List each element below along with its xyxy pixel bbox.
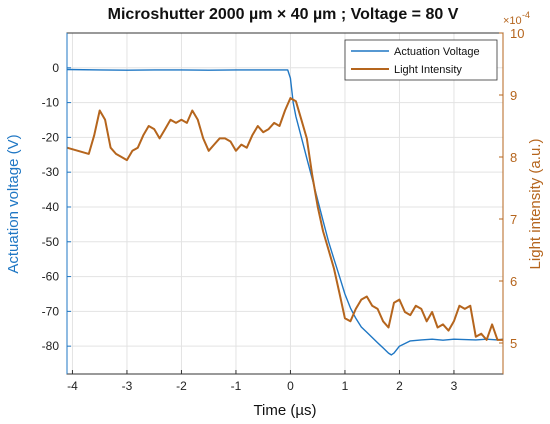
grid [67,33,503,374]
y-left-tick-label: -50 [42,235,60,249]
y-right-tick-label: 10 [510,26,524,41]
y-axis-left-label: Actuation voltage (V) [5,134,22,273]
y-right-tick-label: 7 [510,212,517,227]
y-right-tick-label: 6 [510,274,517,289]
right-axis-exponent-power: -4 [522,10,530,20]
y-left-tick-label: -60 [42,270,60,284]
x-tick-label: -3 [122,379,133,393]
legend-box [344,39,498,81]
y-left-tick-label: -30 [42,165,60,179]
x-axis-label: Time (µs) [253,402,316,419]
series-line-light-intensity [66,97,503,341]
x-tick-label: 2 [396,379,403,393]
y-left-tick-label: -80 [42,339,60,353]
y-right-tick-label: 5 [510,336,517,351]
x-tick-label: 1 [342,379,349,393]
y-right-tick-label: 9 [510,88,517,103]
x-tick-label: -4 [67,379,78,393]
y-axis-right-label: Light intensity (a.u.) [527,139,544,270]
ticks: -4 -3 -2 -1 0 1 2 30-10-20-30-40-50-60-70-80 567… [42,26,525,393]
y-left-tick-label: -70 [42,304,60,318]
x-tick-label: -1 [231,379,242,393]
y-left-tick-label: -20 [42,130,60,144]
chart-title: Microshutter 2000 µm × 40 µm ; Voltage =… [108,6,459,23]
legend: Actuation Voltage Light Intensity [344,39,498,81]
right-axis-exponent-base: ×10 [503,15,522,27]
legend-label-light-intensity: Light Intensity [394,64,462,76]
y-left-tick-label: -40 [42,200,60,214]
y-right-tick-label: 8 [510,150,517,165]
series-line-actuation-voltage [66,68,504,356]
legend-label-actuation-voltage: Actuation Voltage [394,46,480,58]
series-layer [66,68,504,356]
x-tick-label: -2 [176,379,187,393]
plot-area-frame [66,32,504,375]
y-left-tick-label: 0 [52,61,59,75]
x-tick-label: 3 [451,379,458,393]
right-axis-exponent: ×10 -4 [503,10,530,27]
y-left-tick-label: -10 [42,96,60,110]
x-tick-label: 0 [287,379,294,393]
